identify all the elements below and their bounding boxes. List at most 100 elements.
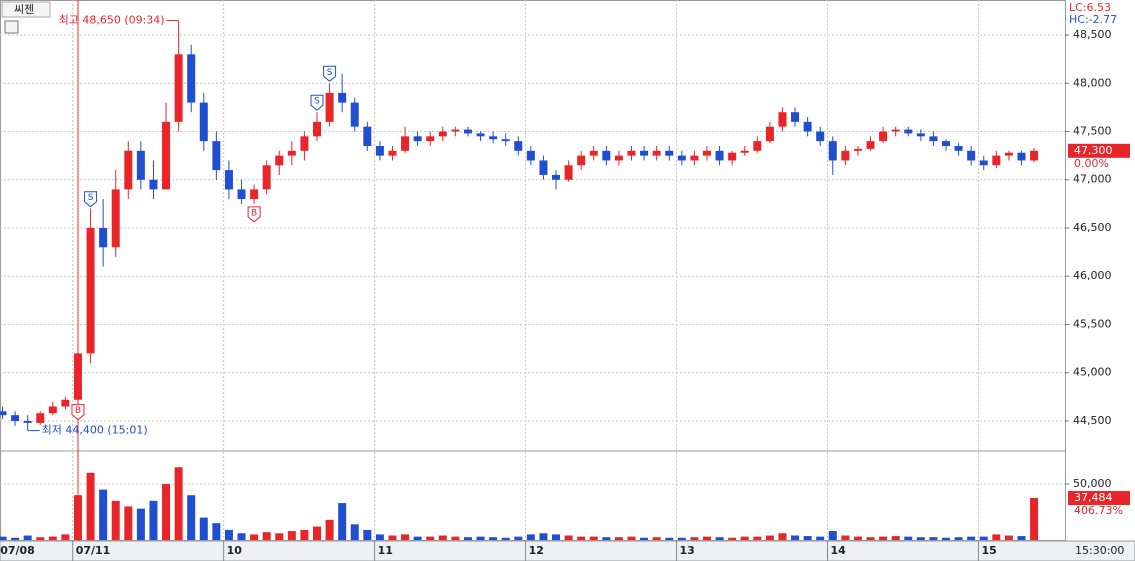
volume-bar	[740, 536, 749, 540]
volume-bar	[690, 537, 699, 540]
volume-bar	[841, 535, 850, 540]
high-note: 최고 48,650 (09:34)	[59, 14, 165, 27]
signal-marker	[71, 404, 85, 421]
candle-body	[350, 102, 359, 127]
volume-bar	[300, 529, 309, 540]
x-tick-label: 11	[378, 544, 393, 557]
volume-bar	[99, 489, 108, 540]
price-tag-label: 47,300	[1074, 144, 1113, 157]
candle-body	[61, 399, 70, 407]
volume-tag	[1068, 491, 1130, 506]
candle-body	[162, 121, 171, 190]
y-tick-label: 47,500	[1073, 125, 1112, 138]
candle-body	[828, 141, 837, 161]
time-label: 15:30:00	[1075, 544, 1124, 557]
volume-bar	[313, 526, 321, 540]
volume-bar	[539, 533, 548, 540]
candle-body	[740, 150, 749, 153]
candle-body	[451, 129, 460, 132]
candle-body	[363, 126, 372, 146]
x-tick-label: 14	[830, 544, 846, 557]
volume-bar	[287, 531, 296, 540]
candle-body	[665, 150, 674, 156]
volume-bar	[73, 495, 82, 540]
volume-bar	[489, 537, 498, 540]
low-note: 최저 44,400 (15:01)	[42, 424, 148, 437]
candle-body	[614, 155, 623, 161]
volume-bar	[816, 536, 825, 540]
x-tick-label: 15	[981, 544, 996, 557]
volume-bar	[61, 534, 70, 540]
candle-body	[212, 141, 221, 171]
candle-body	[715, 150, 724, 161]
volume-bar	[765, 535, 774, 540]
candle-body	[99, 227, 108, 248]
candle-body	[111, 189, 120, 248]
grid-icon[interactable]	[4, 20, 19, 34]
candle-body	[23, 420, 32, 423]
candle-body	[690, 155, 699, 161]
volume-ratio: 406.73%	[1074, 504, 1123, 517]
candle-body	[589, 150, 598, 156]
volume-bar	[338, 503, 347, 540]
candle-body	[413, 136, 422, 142]
candle-body	[149, 179, 158, 190]
candle-body	[753, 141, 762, 151]
candle-body	[426, 136, 435, 142]
volume-bar	[677, 537, 686, 540]
volume-bar	[702, 536, 711, 540]
volume-bar	[124, 506, 133, 540]
volume-bar	[36, 537, 45, 540]
candle-body	[136, 150, 145, 180]
volume-bar	[136, 508, 145, 540]
volume-bar	[86, 472, 95, 540]
candle-body	[287, 150, 296, 156]
candle-body	[0, 411, 7, 416]
volume-bar	[23, 535, 32, 540]
candle-body	[526, 150, 535, 161]
signal-marker	[323, 65, 337, 82]
volume-bar	[1030, 498, 1039, 540]
candle-body	[942, 141, 950, 146]
volume-bar	[904, 536, 913, 540]
signal-label: B	[251, 208, 257, 218]
volume-bar	[463, 537, 472, 540]
candle-body	[489, 136, 498, 140]
candle-body	[627, 150, 636, 156]
y-tick-label: 46,000	[1073, 269, 1112, 282]
volume-bar	[501, 537, 510, 540]
volume-bar	[803, 536, 812, 540]
volume-bar	[262, 532, 271, 540]
volume-bar	[1017, 536, 1026, 540]
candle-body	[463, 129, 472, 134]
candle-body	[86, 227, 95, 354]
candle-body	[514, 141, 523, 151]
y-tick-label: 48,500	[1073, 28, 1112, 41]
volume-bar	[438, 535, 447, 540]
volume-bar	[413, 536, 422, 540]
candle-body	[1017, 152, 1026, 161]
candle-body	[539, 160, 548, 175]
x-tick-label: 07/08	[0, 544, 35, 557]
volume-bar	[187, 495, 196, 540]
candle-body	[992, 155, 1001, 166]
volume-bar	[577, 536, 586, 540]
hc-label: HC:-2.77	[1069, 13, 1117, 26]
volume-bar	[552, 534, 561, 540]
y-tick-label: 47,000	[1073, 173, 1112, 186]
candle-body	[967, 150, 976, 161]
signal-label: S	[88, 193, 94, 203]
volume-bar	[212, 523, 221, 540]
candle-body	[325, 92, 334, 122]
volume-bar	[967, 536, 976, 540]
signal-marker	[310, 94, 324, 111]
candle-body	[438, 131, 447, 137]
y-tick-label: 46,500	[1073, 221, 1112, 234]
volume-bar	[564, 535, 573, 540]
signal-label: S	[314, 97, 320, 107]
candle-body	[73, 353, 82, 400]
title-box[interactable]	[1, 1, 51, 18]
volume-bar	[778, 533, 787, 540]
x-tick-label: 12	[529, 544, 544, 557]
